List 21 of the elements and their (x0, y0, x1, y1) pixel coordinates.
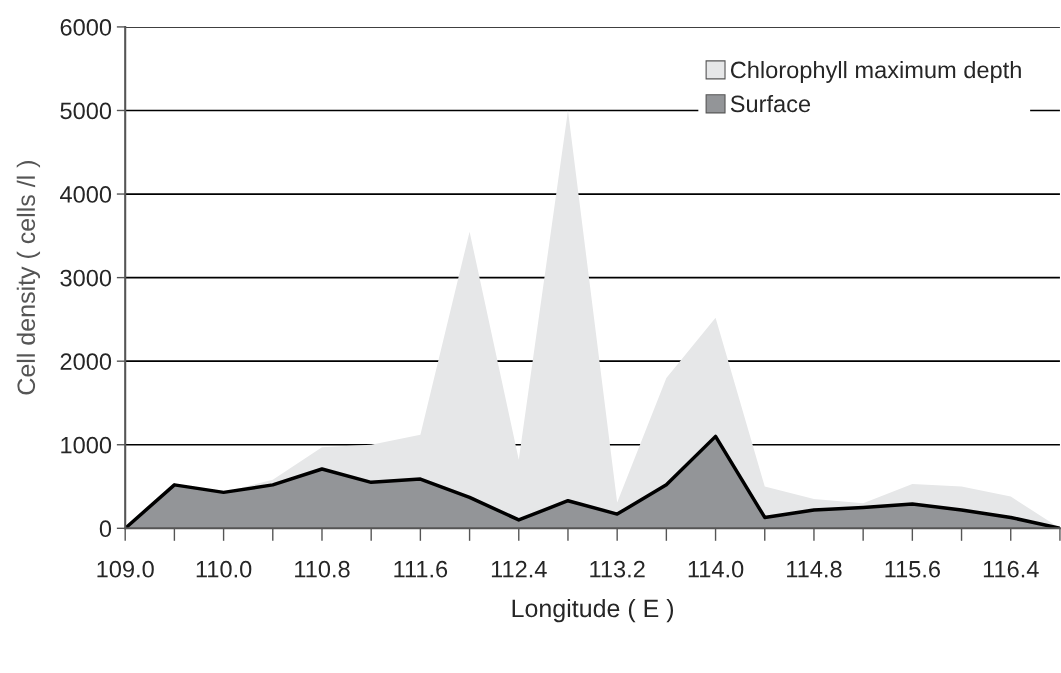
y-tick-label: 3000 (60, 269, 112, 287)
y-tick-label: 5000 (60, 102, 112, 120)
y-tick-label: 0 (99, 520, 112, 538)
x-tick-label: 112.4 (491, 560, 547, 578)
x-tick-label: 111.6 (394, 560, 448, 578)
y-tick-label: 1000 (61, 436, 112, 454)
x-tick-label: 113.2 (590, 560, 645, 578)
x-tick-label: 114.8 (787, 560, 842, 578)
y-tick-label: 2000 (60, 353, 112, 370)
x-tick-label: 109.0 (97, 560, 154, 578)
x-tick-label: 114.0 (688, 560, 744, 578)
y-tick-label: 6000 (60, 18, 112, 36)
x-tick-label: 110.8 (295, 560, 350, 578)
legend-label: Chlorophyll maximum depth (730, 60, 1021, 83)
y-tick-label: 4000 (60, 186, 112, 203)
x-axis-title: Longitude ( E ) (512, 598, 674, 623)
x-tick-label: 110.0 (196, 560, 252, 578)
x-tick-label: 115.6 (885, 560, 940, 578)
legend-label: Surface (730, 94, 811, 113)
x-tick-label: 116.4 (983, 560, 1039, 578)
y-axis-title: Cell density ( cells /l ) (16, 161, 41, 395)
